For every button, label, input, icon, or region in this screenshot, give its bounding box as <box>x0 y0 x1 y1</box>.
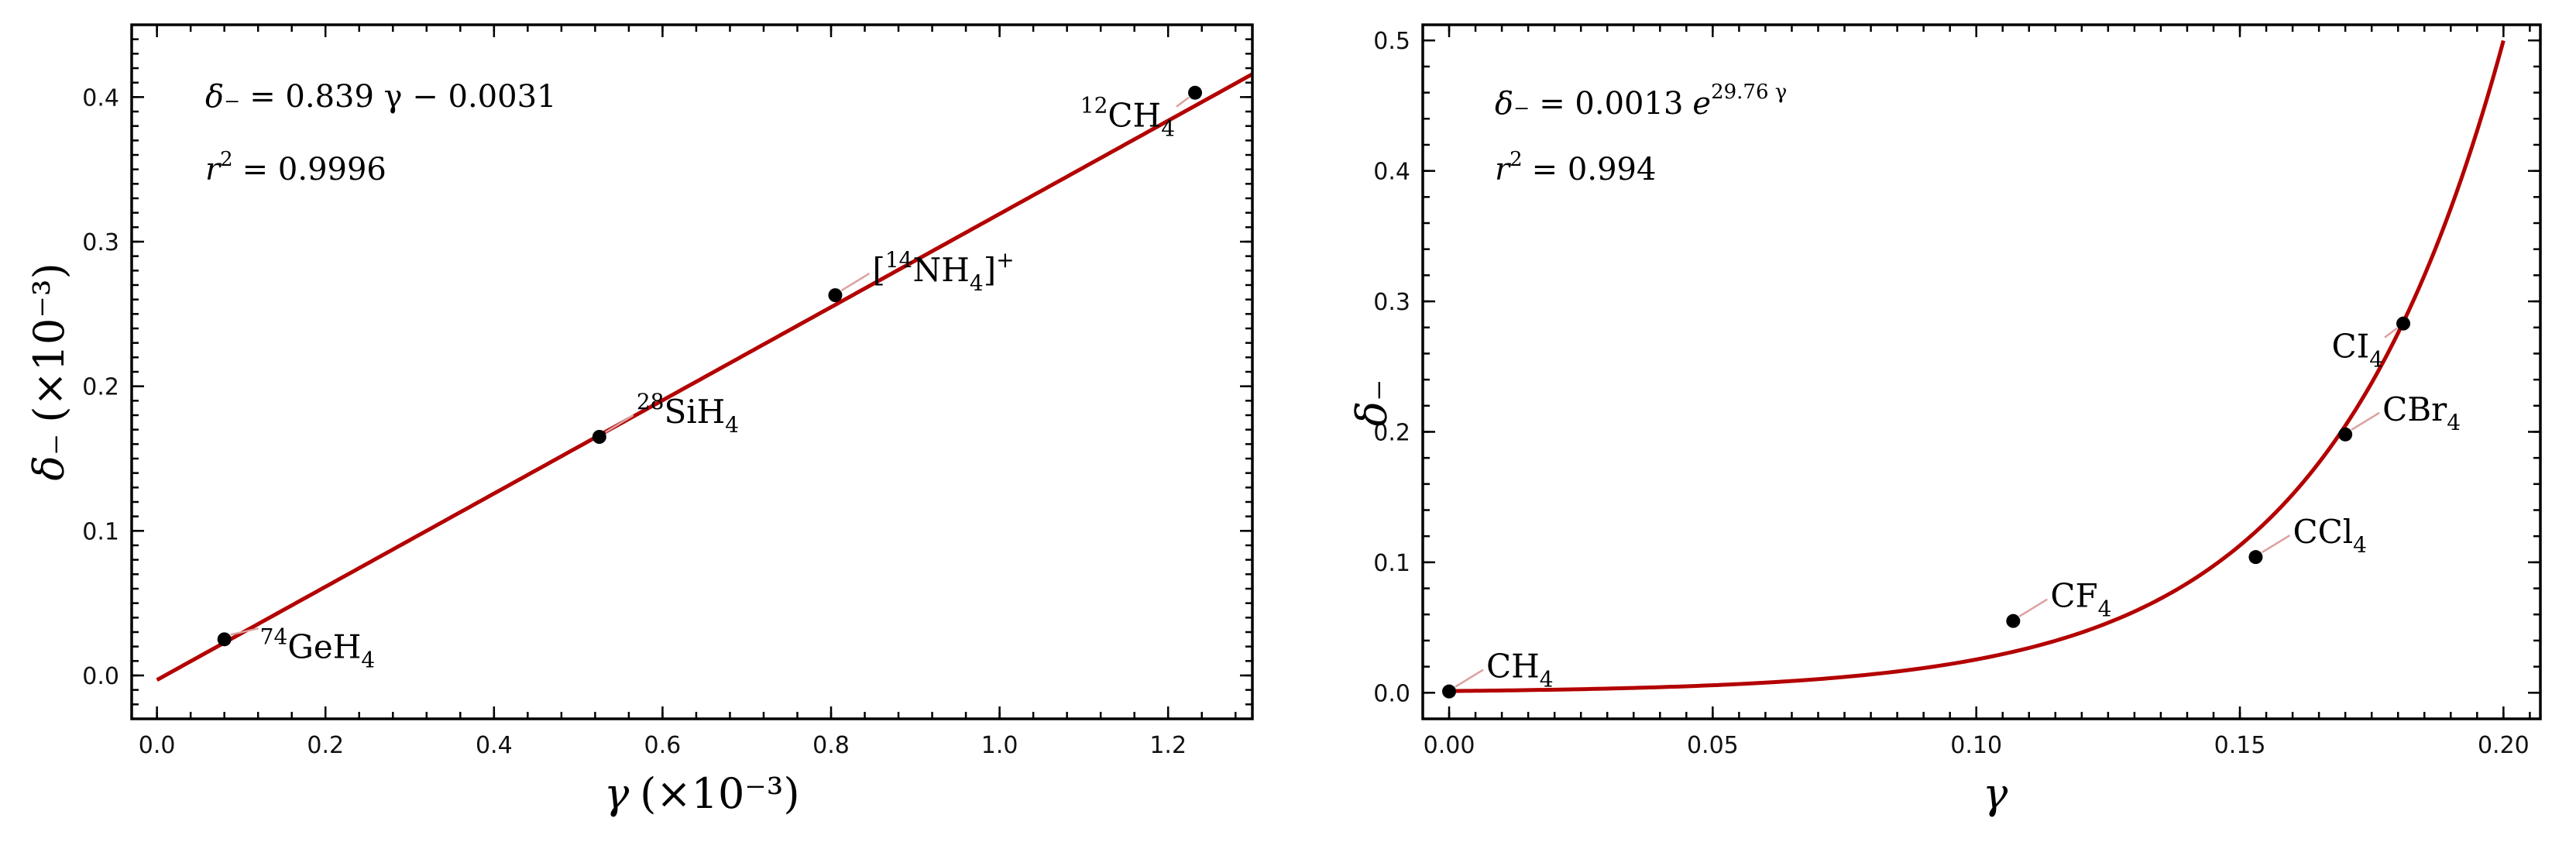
right-equation-exponent: 29.76 γ <box>1711 81 1787 104</box>
left-point-label: 28SiH4 <box>637 389 739 438</box>
right-label-leader <box>2384 327 2398 339</box>
left-x-axis-label: γ <box>604 769 630 818</box>
right-data-point <box>2338 427 2353 442</box>
left-point-label: [14NH4]+ <box>872 247 1014 296</box>
right-point-label: CF4 <box>2050 577 2111 622</box>
right-plot-content: CH4 CF4 CCl4 CBr4 CI4 <box>1442 40 2506 699</box>
left-label-leader <box>1176 96 1190 108</box>
right-r2: r2 = 0.994 <box>1495 148 1656 187</box>
right-y-tick-label: 0.5 <box>1373 28 1410 55</box>
right-x-tick-label: 0.05 <box>1687 732 1739 759</box>
right-x-tick-label: 0.20 <box>2478 732 2530 759</box>
right-label-leader <box>2351 411 2380 431</box>
right-equation-lhs: δ₋ <box>1495 86 1530 122</box>
right-data-point <box>2006 613 2021 628</box>
left-point-label: 12CH4 <box>1080 93 1175 142</box>
right-point-label: CI4 <box>2331 328 2383 373</box>
left-x-tick-label: 1.2 <box>1149 732 1187 759</box>
right-x-axis-label: γ <box>1983 769 2008 818</box>
left-equation-rhs: = 0.839 γ − 0.0031 <box>249 79 556 115</box>
right-point-label: CBr4 <box>2382 390 2461 435</box>
left-x-tick-label: 0.0 <box>139 732 176 759</box>
right-y-axis-label: δ₋ <box>1348 379 1396 426</box>
left-x-axis-unit: (×10⁻³) <box>640 769 799 818</box>
left-x-tick-label: 0.4 <box>476 732 513 759</box>
left-y-tick-label: 0.0 <box>82 663 119 690</box>
left-label-leader <box>605 414 634 434</box>
right-annotations: δ₋ = 0.0013 e29.76 γ r2 = 0.994 <box>1495 81 1787 187</box>
right-fit-curve <box>1449 40 2506 693</box>
left-y-axis-unit: (×10⁻³) <box>25 263 74 422</box>
left-plot-frame <box>130 23 1254 720</box>
right-r2-value: = 0.994 <box>1532 152 1657 187</box>
left-label-leader <box>840 273 871 292</box>
right-x-axis-title: γ <box>1983 769 2008 818</box>
left-equation-lhs: δ₋ <box>205 79 240 115</box>
left-x-tick-label: 0.2 <box>307 732 344 759</box>
right-data-point <box>2396 316 2411 331</box>
left-x-tick-label: 0.8 <box>812 732 850 759</box>
left-y-tick-label: 0.3 <box>82 229 119 256</box>
left-label-leader <box>230 627 259 636</box>
right-label-leader <box>2261 534 2291 554</box>
left-x-tick-label: 1.0 <box>981 732 1018 759</box>
right-y-tick-label: 0.4 <box>1373 159 1410 186</box>
left-plot-content: 74GeH4 28SiH4 [14NH4]+ 12CH4 <box>156 72 1254 682</box>
left-data-point <box>217 632 232 647</box>
left-y-tick-label: 0.2 <box>82 374 119 401</box>
right-y-tick-label: 0.2 <box>1373 419 1410 446</box>
right-x-tick-label: 0.10 <box>1950 732 2002 759</box>
right-y-axis-title: δ₋ <box>1348 379 1396 426</box>
left-axis-ticks: 0.0 0.2 0.4 0.6 0.8 1.0 1.2 0.0 0.1 0.2 0.3 0.4 <box>82 23 1252 759</box>
right-y-tick-label: 0.3 <box>1373 289 1410 316</box>
right-point-label: CCl4 <box>2293 513 2367 558</box>
left-data-point <box>828 288 843 303</box>
left-y-axis-label: δ₋ <box>25 434 74 481</box>
right-equation: δ₋ = 0.0013 e29.76 γ <box>1495 81 1787 122</box>
left-r2-value: = 0.9996 <box>242 152 386 187</box>
right-y-tick-label: 0.0 <box>1373 680 1410 707</box>
left-y-tick-label: 0.1 <box>82 518 119 545</box>
left-y-tick-label: 0.4 <box>82 84 119 112</box>
right-y-tick-label: 0.1 <box>1373 550 1410 577</box>
right-label-leader <box>2018 598 2048 617</box>
right-axis-ticks: 0.00 0.05 0.10 0.15 0.20 0.0 0.1 0.2 0.3 0.4 0.5 <box>1373 25 2540 759</box>
right-data-point <box>1442 684 1457 699</box>
right-x-tick-label: 0.00 <box>1424 732 1475 759</box>
right-label-leader <box>1455 668 1484 688</box>
left-data-point <box>1188 85 1203 100</box>
right-point-label: CH4 <box>1486 648 1554 693</box>
left-point-label: 74GeH4 <box>260 624 376 672</box>
left-x-tick-label: 0.6 <box>644 732 682 759</box>
left-fit-curve <box>156 72 1254 682</box>
right-x-tick-label: 0.15 <box>2214 732 2266 759</box>
left-y-axis-title: δ₋ (×10⁻³) <box>25 263 74 480</box>
left-r2: r2 = 0.9996 <box>205 148 386 187</box>
right-equation-rhs: = 0.0013 <box>1539 86 1683 122</box>
left-annotations: δ₋ = 0.839 γ − 0.0031 r2 = 0.9996 <box>205 79 556 187</box>
left-x-axis-title: γ (×10⁻³) <box>604 769 800 818</box>
left-equation: δ₋ = 0.839 γ − 0.0031 <box>205 79 556 115</box>
right-data-point <box>2248 550 2263 565</box>
right-plot-frame <box>1421 23 2542 720</box>
left-data-point <box>592 430 606 444</box>
